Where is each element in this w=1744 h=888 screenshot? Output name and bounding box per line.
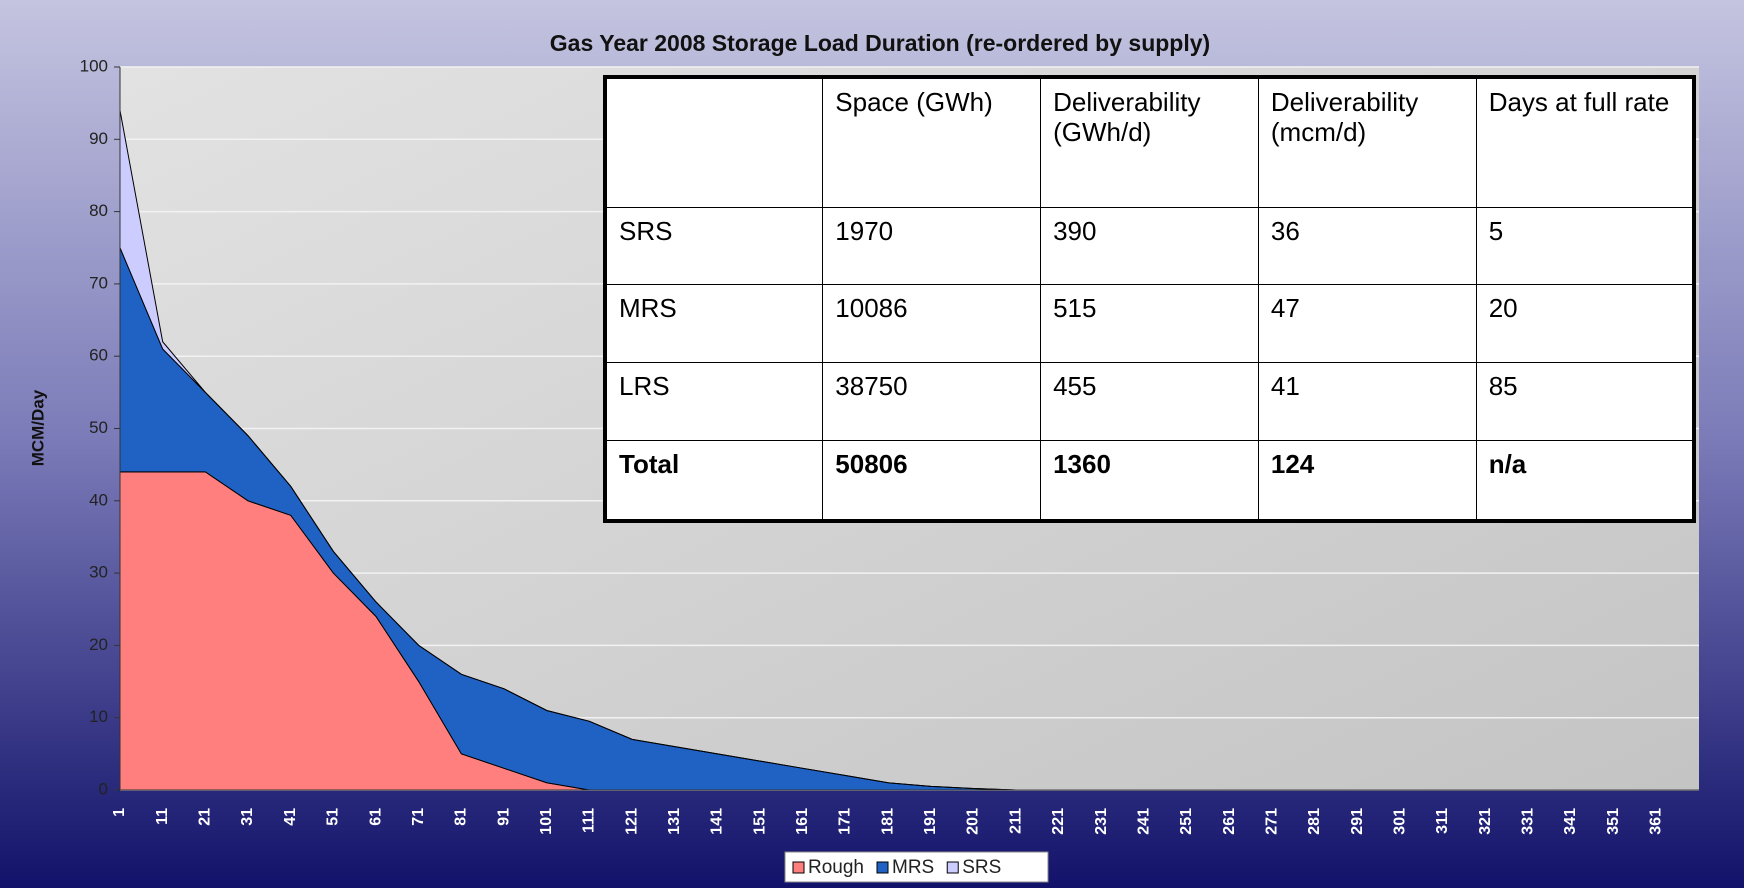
table-cell: 515 <box>1040 284 1259 364</box>
y-tick-label: 0 <box>99 779 108 798</box>
y-tick-label: 70 <box>89 273 108 292</box>
y-tick-label: 30 <box>89 563 108 582</box>
table-cell: Total <box>604 440 824 522</box>
table-cell: 47 <box>1257 284 1477 364</box>
y-tick-label: 40 <box>89 490 108 509</box>
x-tick-label: 121 <box>623 808 640 835</box>
x-tick-label: 111 <box>581 808 598 833</box>
x-tick-label: 131 <box>666 808 683 835</box>
table-cell: 41 <box>1257 362 1477 442</box>
x-tick-label: 221 <box>1050 808 1067 835</box>
table-row: Total 50806 1360 124 n/a <box>604 440 1695 522</box>
x-tick-label: 301 <box>1391 808 1408 835</box>
legend-label: SRS <box>962 857 1001 878</box>
x-tick-label: 41 <box>282 808 299 826</box>
table-cell: SRS <box>604 206 824 286</box>
x-tick-label: 81 <box>453 808 470 826</box>
y-tick-label: 20 <box>89 635 108 654</box>
table-cell: 36 <box>1257 206 1477 286</box>
table-row: MRS 10086 515 47 20 <box>604 284 1695 364</box>
table-cell: 50806 <box>822 440 1042 522</box>
x-tick-label: 11 <box>154 808 171 825</box>
table-cell: 10086 <box>822 284 1042 364</box>
x-tick-label: 71 <box>410 808 427 826</box>
table-cell: 390 <box>1040 206 1259 286</box>
table-cell: 1360 <box>1040 440 1259 522</box>
x-tick-label: 61 <box>367 808 384 826</box>
table-cell: LRS <box>604 362 824 442</box>
x-tick-label: 251 <box>1178 808 1195 835</box>
corner-cell <box>604 76 824 208</box>
x-tick-label: 311 <box>1434 808 1451 834</box>
header-cell: Space (GWh) <box>822 76 1042 208</box>
x-tick-label: 151 <box>751 808 768 835</box>
header-cell: Deliverability (mcm/d) <box>1257 76 1477 208</box>
table-cell: 1970 <box>822 206 1042 286</box>
header-cell: Days at full rate <box>1475 76 1695 208</box>
y-tick-label: 60 <box>89 346 108 365</box>
y-tick-label: 90 <box>89 129 108 148</box>
table-row: Space (GWh) Deliverability (GWh/d) Deliver… <box>604 76 1695 208</box>
x-tick-label: 231 <box>1093 808 1110 835</box>
x-tick-label: 191 <box>922 808 939 835</box>
legend-swatch <box>792 861 805 874</box>
y-tick-label: 50 <box>89 418 108 437</box>
table-cell: n/a <box>1475 440 1695 522</box>
x-tick-label: 31 <box>239 808 256 826</box>
storage-table: Space (GWh) Deliverability (GWh/d) Deliver… <box>603 75 1696 523</box>
table-cell: 455 <box>1040 362 1259 442</box>
table-cell: MRS <box>604 284 824 364</box>
x-tick-label: 321 <box>1477 808 1494 835</box>
x-tick-label: 211 <box>1007 808 1024 834</box>
table-row: SRS 1970 390 36 5 <box>604 206 1695 286</box>
table-row: LRS 38750 455 41 85 <box>604 362 1695 442</box>
y-tick-label: 100 <box>80 56 108 75</box>
x-tick-label: 291 <box>1349 808 1366 835</box>
x-tick-label: 271 <box>1263 808 1280 835</box>
x-tick-label: 21 <box>197 808 214 826</box>
x-tick-label: 171 <box>837 808 854 835</box>
x-tick-label: 351 <box>1605 808 1622 835</box>
x-tick-label: 361 <box>1648 808 1665 835</box>
legend-swatch <box>876 861 889 874</box>
legend-label: Rough <box>808 857 864 878</box>
x-tick-label: 161 <box>794 808 811 835</box>
x-tick-label: 51 <box>325 808 342 826</box>
y-tick-label: 10 <box>89 707 108 726</box>
table-cell: 85 <box>1475 362 1695 442</box>
x-tick-label: 1 <box>111 808 128 817</box>
x-tick-label: 91 <box>495 808 512 826</box>
x-tick-label: 331 <box>1520 808 1537 835</box>
chart-title: Gas Year 2008 Storage Load Duration (re-… <box>550 30 1210 56</box>
x-tick-label: 181 <box>879 808 896 835</box>
x-tick-label: 341 <box>1562 808 1579 835</box>
x-tick-label: 241 <box>1135 808 1152 835</box>
table-cell: 124 <box>1257 440 1477 522</box>
table-cell: 5 <box>1475 206 1695 286</box>
x-tick-label: 101 <box>538 808 555 835</box>
y-tick-label: 80 <box>89 201 108 220</box>
legend-swatch <box>946 861 959 874</box>
legend-label: MRS <box>892 857 934 878</box>
table-cell: 20 <box>1475 284 1695 364</box>
table-cell: 38750 <box>822 362 1042 442</box>
legend-box <box>784 851 1049 883</box>
x-tick-label: 141 <box>709 808 726 835</box>
x-tick-label: 281 <box>1306 808 1323 835</box>
header-cell: Deliverability (GWh/d) <box>1040 76 1259 208</box>
x-tick-label: 261 <box>1221 808 1238 835</box>
y-axis-label: MCM/Day <box>28 389 47 466</box>
x-tick-label: 201 <box>965 808 982 835</box>
